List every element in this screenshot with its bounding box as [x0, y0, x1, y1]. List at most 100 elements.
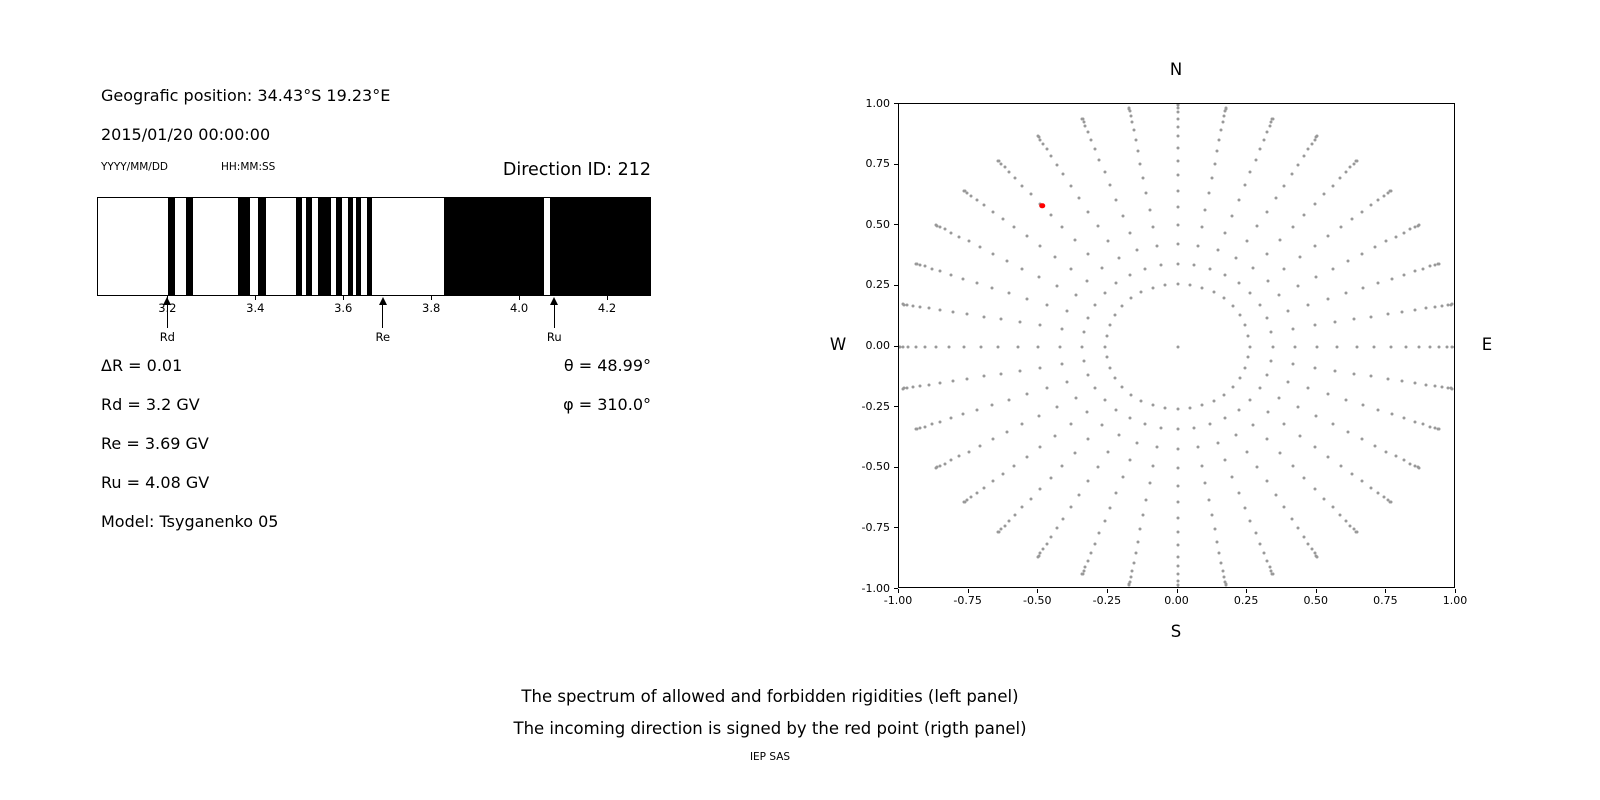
direction-grid-dot — [1148, 208, 1152, 212]
direction-grid-dot — [996, 530, 1000, 534]
direction-grid-dot — [1348, 165, 1352, 169]
direction-grid-dot — [1096, 224, 1100, 228]
direction-grid-dot — [1003, 165, 1007, 169]
direction-grid-dot — [1373, 444, 1377, 448]
y-tick-label: 1.00 — [865, 96, 891, 110]
direction-grid-dot — [1176, 242, 1179, 246]
direction-grid-dot — [1248, 519, 1252, 523]
direction-grid-dot — [1376, 491, 1380, 495]
direction-grid-dot — [914, 427, 918, 431]
direction-grid-dot — [1290, 172, 1294, 176]
direction-grid-dot — [1041, 142, 1045, 146]
direction-grid-dot — [1128, 580, 1132, 584]
direction-grid-dot — [1176, 110, 1179, 114]
direction-grid-dot — [1450, 387, 1454, 391]
direction-grid-dot — [1394, 235, 1398, 239]
direction-grid-dot — [1114, 281, 1118, 285]
direction-grid-dot — [1013, 513, 1017, 517]
direction-grid-dot — [1298, 255, 1302, 259]
direction-grid-dot — [1176, 262, 1179, 266]
direction-grid-dot — [1176, 282, 1179, 286]
direction-grid-dot — [1222, 575, 1226, 579]
direction-grid-dot — [1302, 154, 1306, 158]
direction-grid-dot — [1338, 176, 1342, 180]
direction-grid-dot — [1139, 290, 1143, 294]
direction-grid-dot — [1389, 189, 1393, 193]
direction-grid-dot — [1045, 386, 1049, 390]
direction-grid-dot — [1120, 385, 1124, 389]
direction-id-title: Direction ID: 212 — [502, 160, 651, 180]
direction-grid-dot — [1265, 316, 1269, 320]
compass-west-label: W — [829, 335, 847, 354]
direction-grid-dot — [1037, 275, 1041, 279]
direction-grid-dot — [978, 444, 982, 448]
direction-grid-dot — [1243, 366, 1247, 370]
cutoff-marker-arrow — [553, 304, 555, 328]
direction-grid-dot — [1373, 245, 1377, 249]
y-tick-label: -0.75 — [861, 520, 890, 534]
direction-grid-dot — [1215, 540, 1219, 544]
direction-grid-dot — [1117, 256, 1121, 260]
direction-grid-dot — [1093, 386, 1097, 390]
direction-grid-dot — [1176, 173, 1179, 177]
rd-value: Rd = 3.2 GV — [101, 395, 200, 414]
direction-grid-dot — [962, 500, 966, 504]
direction-grid-dot — [1038, 487, 1042, 491]
direction-grid-dot — [1077, 196, 1081, 200]
x-tick-mark — [1037, 589, 1039, 593]
direction-grid-dot — [957, 235, 961, 239]
direction-grid-dot — [1176, 447, 1179, 451]
direction-grid-dot — [1268, 565, 1271, 569]
direction-grid-dot — [1038, 323, 1042, 327]
direction-grid-dot — [1086, 316, 1090, 320]
y-tick-mark — [894, 466, 898, 468]
direction-grid-dot — [1237, 198, 1241, 202]
direction-grid-dot — [1192, 426, 1196, 430]
x-tick-label: 0.00 — [1164, 594, 1189, 607]
y-tick-label: -1.00 — [861, 581, 890, 595]
direction-grid-dot — [962, 189, 966, 193]
direction-grid-dot — [1450, 302, 1454, 306]
direction-grid-dot — [1400, 379, 1404, 383]
y-tick-mark — [894, 527, 898, 529]
direction-grid-dot — [1251, 266, 1255, 270]
direction-grid-dot — [914, 345, 918, 348]
direction-grid-dot — [1069, 505, 1073, 509]
direction-grid-dot — [938, 225, 942, 229]
direction-grid-dot — [967, 450, 971, 453]
direction-grid-dot — [1269, 569, 1273, 573]
direction-grid-dot — [982, 486, 986, 490]
direction-grid-dot — [1176, 223, 1179, 227]
direction-grid-dot — [1065, 380, 1069, 384]
direction-grid-dot — [957, 454, 961, 458]
direction-grid-dot — [1129, 296, 1133, 300]
direction-grid-dot — [1082, 359, 1086, 363]
direction-grid-dot — [1306, 303, 1310, 307]
direction-grid-dot — [1018, 320, 1022, 324]
direction-grid-dot — [982, 203, 986, 207]
direction-grid-dot — [1176, 579, 1179, 583]
direction-grid-dot — [1313, 487, 1317, 491]
direction-grid-dot — [961, 412, 965, 416]
x-tick-mark — [1385, 589, 1387, 593]
direction-grid-dot — [1265, 373, 1269, 377]
direction-grid-dot — [1315, 555, 1319, 558]
direction-grid-dot — [1361, 403, 1365, 407]
direction-grid-dot — [1221, 120, 1225, 124]
direction-grid-dot — [1207, 191, 1211, 195]
direction-grid-dot — [918, 263, 922, 267]
direction-grid-dot — [1360, 479, 1364, 483]
direction-grid-dot — [1282, 267, 1286, 271]
direction-grid-dot — [1402, 231, 1406, 235]
direction-grid-dot — [1413, 269, 1417, 273]
direction-grid-dot — [1020, 422, 1024, 426]
direction-grid-dot — [1417, 223, 1421, 227]
direction-grid-dot — [911, 385, 915, 389]
direction-grid-dot — [1128, 458, 1132, 462]
direction-grid-dot — [938, 269, 942, 273]
direction-grid-dot — [1143, 422, 1147, 426]
direction-grid-dot — [1360, 210, 1364, 213]
direction-grid-dot — [1114, 491, 1118, 495]
direction-grid-dot — [1103, 519, 1107, 523]
direction-grid-dot — [1049, 476, 1053, 480]
